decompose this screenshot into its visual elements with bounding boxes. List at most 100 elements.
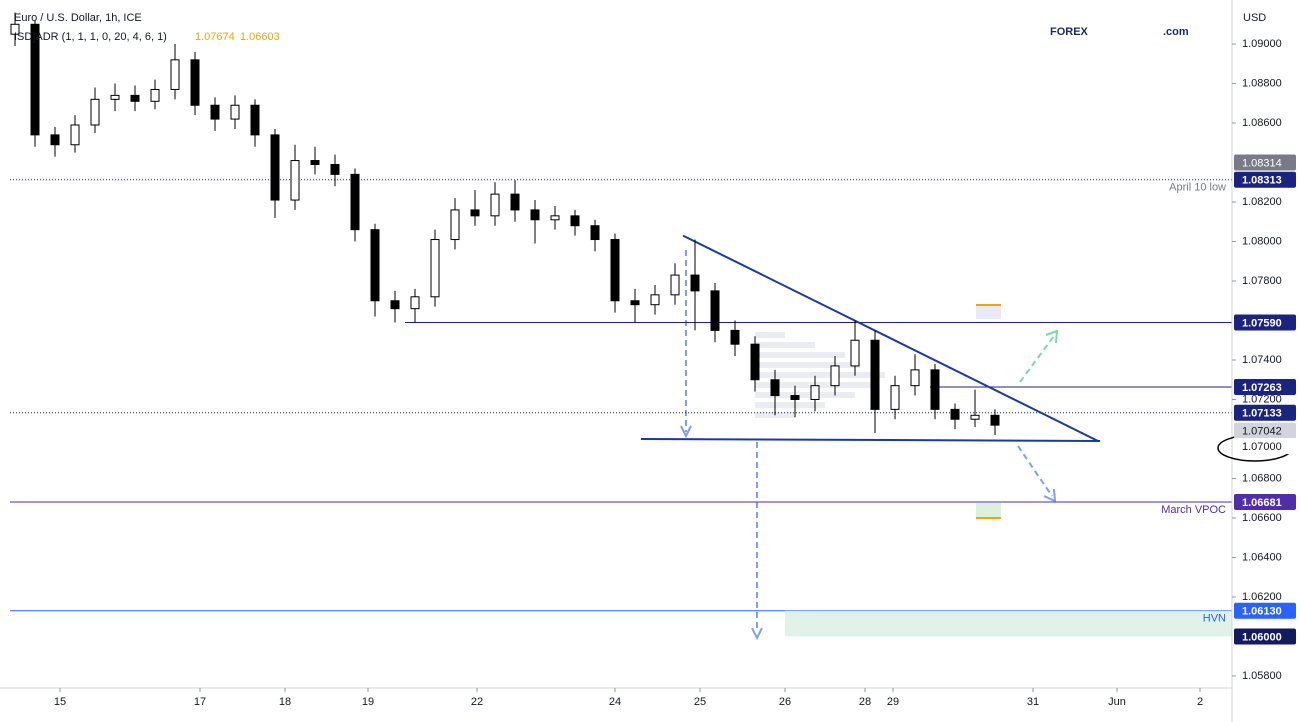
y-tick-label: 1.06200 [1242, 591, 1282, 603]
candle-body [370, 229, 380, 302]
indicator-label: ISD]ADR (1, 1, 1, 0, 20, 4, 6, 1) [14, 31, 167, 43]
arrow [1017, 445, 1053, 497]
x-tick-label: 18 [279, 696, 291, 708]
range-box [976, 503, 1001, 518]
profile-bar [755, 372, 885, 378]
hvn-zone [785, 610, 1232, 637]
candle-body [310, 160, 320, 165]
price-badge [1234, 422, 1296, 439]
candle-body [230, 104, 240, 120]
candle-body [650, 294, 660, 306]
x-tick-label: 17 [194, 696, 206, 708]
candle-body [970, 414, 980, 420]
price-badge [1234, 628, 1296, 645]
plot [10, 12, 1232, 637]
x-tick-label: 24 [609, 696, 621, 708]
profile-bar [755, 352, 845, 358]
candle-body [930, 369, 940, 410]
price-badge-label: 1.07133 [1242, 408, 1282, 420]
candle-body [70, 124, 80, 146]
profile-bar [755, 362, 860, 368]
candle-body [250, 104, 260, 136]
candle-body [630, 300, 640, 306]
candle-body [810, 385, 820, 400]
level-note: April 10 low [1169, 182, 1226, 194]
y-tick-label: 1.08800 [1242, 77, 1282, 89]
candle-body [390, 300, 400, 310]
candle-body [490, 193, 500, 217]
price-badge-label: 1.06130 [1242, 606, 1282, 618]
y-tick-label: 1.06400 [1242, 551, 1282, 563]
candle-body [870, 339, 880, 410]
arrow-head [1045, 329, 1059, 344]
y-tick-label: 1.09000 [1242, 38, 1282, 50]
candle-body [750, 343, 760, 381]
candle-body [770, 379, 780, 397]
candle-body [150, 88, 160, 102]
price-badge [1234, 314, 1296, 331]
price-badge [1234, 493, 1296, 510]
candle-body [610, 239, 620, 302]
candle-body [850, 339, 860, 367]
candle-body [350, 173, 360, 231]
x-tick-label: Jun [1108, 696, 1126, 708]
candle-body [330, 163, 340, 175]
price-badge [1234, 379, 1296, 396]
trendline [682, 234, 1099, 442]
indicator-value: 1.07674 [195, 31, 235, 43]
candle-body [690, 274, 700, 292]
candle-body [910, 369, 920, 387]
y-tick-label: 1.08600 [1242, 117, 1282, 129]
y-tick-label: 1.05800 [1242, 670, 1282, 682]
price-badge [1234, 404, 1296, 421]
candle-body [570, 215, 580, 227]
candle-body [450, 209, 460, 241]
price-badge-label: 1.08313 [1242, 175, 1282, 187]
candle-body [950, 408, 960, 420]
candle-body [50, 134, 60, 146]
trendline [640, 437, 1101, 442]
y-axis-label: USD [1243, 12, 1266, 24]
candle-body [430, 239, 440, 298]
y-tick-label: 1.07200 [1242, 393, 1282, 405]
x-tick-label: 25 [694, 696, 706, 708]
candle-body [210, 104, 220, 120]
candle-body [410, 296, 420, 310]
candle-body [710, 290, 720, 331]
candle-body [670, 274, 680, 296]
level-note: HVN [1203, 613, 1226, 625]
candle-body [290, 160, 300, 201]
arrow-head [1043, 488, 1057, 503]
price-badge-label: 1.08314 [1242, 157, 1282, 169]
candle-body [30, 23, 40, 136]
candle-body [990, 414, 1000, 426]
price-badge-label: 1.07042 [1242, 426, 1282, 438]
level-note: March VPOC [1161, 504, 1226, 516]
price-badge-label: 1.07263 [1242, 382, 1282, 394]
arrow-head [751, 627, 763, 641]
x-tick-label: 15 [54, 696, 66, 708]
drawings [680, 250, 1059, 641]
y-tick-label: 1.06600 [1242, 512, 1282, 524]
range-box [976, 305, 1001, 319]
candle-body [10, 23, 20, 35]
profile-bar [755, 342, 815, 348]
x-tick-label: 22 [471, 696, 483, 708]
indicator-value: 1.06603 [240, 31, 280, 43]
y-tick-label: 1.08200 [1242, 196, 1282, 208]
chart-title: Euro / U.S. Dollar, 1h, ICE [14, 12, 142, 24]
profile-bar [755, 392, 855, 398]
candle-body [170, 59, 180, 90]
y-tick-label: 1.07800 [1242, 275, 1282, 287]
candle-body [130, 94, 140, 102]
price-badge-label: 1.06681 [1242, 497, 1282, 509]
x-tick-label: 29 [887, 696, 899, 708]
candle-body [890, 385, 900, 410]
candle-body [90, 98, 100, 126]
logo-brand: FOREX [1050, 26, 1089, 38]
arrow-head [680, 425, 692, 439]
x-tick-label: 19 [362, 696, 374, 708]
candle-body [190, 59, 200, 106]
